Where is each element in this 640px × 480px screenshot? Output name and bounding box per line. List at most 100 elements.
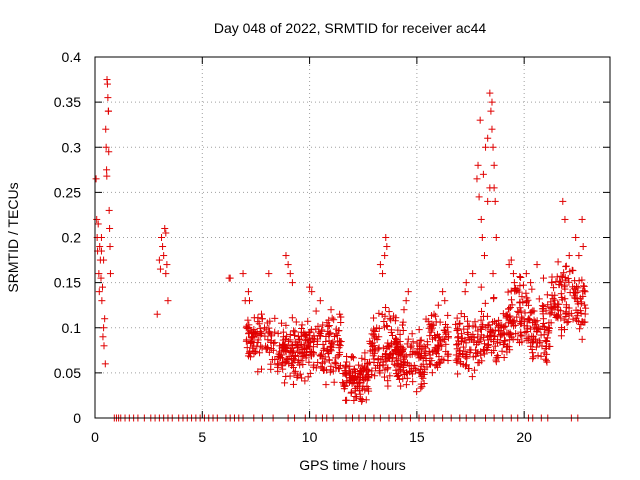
data-point [567, 309, 575, 317]
data-point [468, 373, 476, 381]
data-point [417, 353, 425, 361]
data-point [254, 368, 262, 376]
data-point [278, 361, 286, 369]
data-point [287, 348, 295, 356]
data-point [428, 312, 436, 320]
data-point [528, 332, 536, 340]
data-point [335, 344, 343, 352]
data-point [576, 325, 584, 333]
data-point [462, 279, 470, 287]
data-point [578, 276, 586, 284]
data-point [375, 309, 383, 317]
data-point [275, 350, 283, 358]
data-point [510, 316, 518, 324]
data-point [340, 382, 348, 390]
data-point [393, 372, 401, 380]
data-point [97, 234, 105, 241]
data-point [286, 372, 294, 380]
data-point [383, 243, 391, 251]
data-point [392, 335, 400, 343]
data-point [525, 315, 533, 323]
data-point [291, 338, 299, 346]
data-point [159, 243, 167, 251]
data-point [314, 358, 322, 366]
data-point [479, 321, 487, 329]
data-point [529, 355, 537, 363]
data-point [559, 197, 567, 205]
plot-frame [94, 56, 611, 419]
data-point [577, 309, 585, 317]
data-point [514, 307, 522, 315]
data-point [477, 283, 485, 291]
data-point [294, 358, 302, 366]
data-point [398, 321, 406, 329]
data-point [335, 337, 343, 345]
data-point [453, 358, 461, 366]
data-point [327, 339, 335, 347]
data-point [562, 262, 570, 270]
data-point [504, 288, 512, 296]
data-point [406, 351, 414, 359]
data-point [480, 350, 488, 358]
data-point [239, 270, 247, 278]
data-point [515, 339, 523, 347]
data-point [579, 292, 587, 300]
data-point [267, 365, 275, 373]
x-axis-label: GPS time / hours [299, 457, 406, 473]
data-point [103, 166, 111, 174]
data-point [517, 320, 525, 328]
data-point [459, 361, 467, 369]
data-point [163, 261, 171, 269]
data-point [547, 303, 555, 311]
data-point [296, 335, 304, 343]
data-point [250, 350, 258, 358]
data-point [306, 283, 314, 291]
data-point [371, 349, 379, 357]
data-point [402, 352, 410, 360]
data-point [494, 352, 502, 360]
data-point [529, 319, 537, 327]
data-point [295, 336, 303, 344]
data-point [95, 270, 103, 278]
data-point [226, 274, 234, 282]
data-point [434, 301, 442, 309]
data-point [479, 346, 487, 354]
data-point [572, 234, 580, 241]
data-point [537, 352, 545, 360]
data-point [519, 281, 527, 289]
data-point [298, 321, 306, 329]
data-point [395, 372, 403, 380]
data-point [579, 282, 587, 290]
data-point [507, 296, 515, 304]
data-point [382, 304, 390, 312]
data-point [469, 330, 477, 338]
data-point [319, 346, 327, 354]
data-point [507, 331, 515, 339]
data-point [288, 314, 296, 322]
data-point [541, 355, 549, 363]
data-point [518, 293, 526, 301]
data-point [319, 355, 327, 363]
data-point [358, 354, 366, 362]
data-point [402, 297, 410, 305]
data-point [316, 331, 324, 339]
data-point [553, 303, 561, 311]
data-point [543, 334, 551, 342]
data-point [246, 297, 253, 305]
data-point [399, 358, 407, 366]
data-point [522, 270, 530, 278]
data-point [309, 363, 317, 371]
data-point [435, 333, 443, 341]
data-point [396, 330, 404, 338]
data-point [299, 361, 307, 369]
data-point [424, 317, 432, 325]
data-point [307, 326, 315, 334]
data-point [551, 291, 559, 299]
data-point [503, 311, 511, 319]
data-point [547, 309, 555, 317]
data-point [438, 355, 446, 363]
data-point [516, 282, 524, 290]
data-point [557, 332, 565, 340]
data-point [106, 243, 114, 251]
data-point [482, 324, 490, 332]
